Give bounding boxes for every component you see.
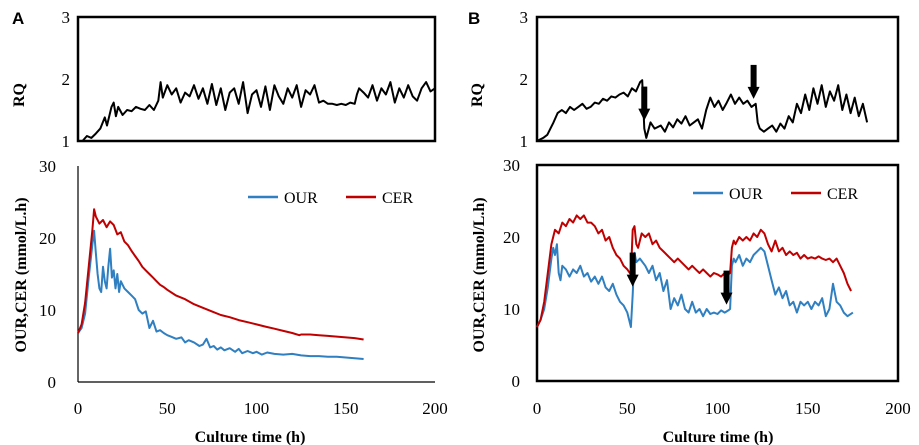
y-tick-label: 0 bbox=[512, 372, 521, 391]
x-tick-label: 200 bbox=[885, 399, 911, 418]
arrow-annotation bbox=[638, 86, 651, 121]
arrow-annotation bbox=[720, 270, 733, 305]
series-line-our bbox=[536, 243, 854, 328]
plot-frame bbox=[76, 15, 437, 143]
legend-label-cer: CER bbox=[382, 190, 413, 207]
series-line-rq bbox=[536, 79, 869, 142]
x-tick-label: 100 bbox=[705, 399, 731, 418]
chart-a-rq: 1 2 3 RQ bbox=[11, 8, 437, 151]
arrow-annotation bbox=[747, 64, 760, 99]
series-line-cer bbox=[77, 208, 364, 341]
legend-label-cer: CER bbox=[827, 186, 858, 203]
chart-a-our-cer: 0 10 20 30 0 50 100 150 200 OUR CER OUR,CER (mmo… bbox=[13, 157, 448, 445]
y-axis-label: RQ bbox=[469, 83, 486, 107]
x-axis-label: Culture time (h) bbox=[195, 429, 306, 445]
y-axis-label: OUR,CER (mmol/L.h) bbox=[13, 197, 30, 352]
chart-b-rq: 1 2 3 RQ bbox=[469, 8, 900, 151]
x-tick-label: 0 bbox=[74, 399, 83, 418]
y-tick-label: 10 bbox=[503, 300, 520, 319]
x-tick-label: 150 bbox=[795, 399, 821, 418]
x-tick-label: 150 bbox=[333, 399, 359, 418]
plot-frame bbox=[535, 15, 900, 143]
panel-label-a: A bbox=[12, 9, 24, 28]
x-axis-label: Culture time (h) bbox=[663, 429, 774, 445]
legend-label-our: OUR bbox=[729, 186, 763, 203]
panel-label-b: B bbox=[468, 9, 480, 28]
chart-b-our-cer: 0 10 20 30 0 50 100 150 200 OUR CER OUR,CER (mmo… bbox=[471, 156, 911, 445]
plot-frame bbox=[535, 163, 900, 383]
series-line-our bbox=[77, 229, 364, 360]
arrow-annotation bbox=[626, 252, 639, 287]
y-tick-label: 2 bbox=[62, 70, 71, 89]
y-axis-label: RQ bbox=[11, 83, 28, 107]
y-tick-label: 30 bbox=[39, 157, 56, 176]
x-tick-label: 50 bbox=[619, 399, 636, 418]
y-tick-label: 3 bbox=[520, 8, 529, 27]
y-tick-label: 20 bbox=[503, 228, 520, 247]
x-tick-label: 100 bbox=[244, 399, 270, 418]
y-tick-label: 1 bbox=[520, 132, 529, 151]
y-tick-label: 1 bbox=[62, 132, 71, 151]
x-tick-label: 50 bbox=[159, 399, 176, 418]
x-tick-label: 0 bbox=[533, 399, 542, 418]
y-tick-label: 3 bbox=[62, 8, 71, 27]
legend-label-our: OUR bbox=[284, 190, 318, 207]
y-tick-label: 30 bbox=[503, 156, 520, 175]
y-tick-label: 20 bbox=[39, 229, 56, 248]
y-tick-label: 10 bbox=[39, 301, 56, 320]
y-tick-label: 0 bbox=[48, 373, 57, 392]
y-tick-label: 2 bbox=[520, 70, 529, 89]
x-tick-label: 200 bbox=[422, 399, 448, 418]
series-line-rq bbox=[81, 81, 436, 142]
series-line-cer bbox=[536, 214, 852, 328]
y-axis-label: OUR,CER (mmol/L.h) bbox=[471, 197, 488, 352]
